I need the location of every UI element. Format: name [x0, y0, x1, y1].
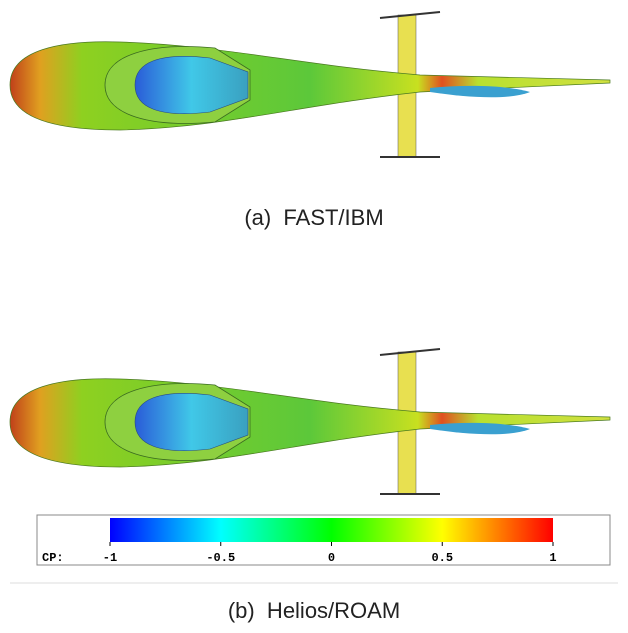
caption: (a) FAST/IBM	[244, 205, 383, 230]
colorbar-tick-label: -1	[103, 551, 117, 565]
colorbar	[110, 518, 553, 542]
helicopter-a	[10, 12, 610, 157]
colorbar-label: CP:	[42, 551, 64, 565]
helicopter-b	[10, 349, 610, 494]
colorbar-tick-label: 1	[549, 551, 556, 565]
colorbar-tick-label: 0	[328, 551, 335, 565]
page: (a) FAST/IBM CP: (b) Helios/ROAM -1 -0.5 0…	[0, 0, 628, 633]
figure: (a) FAST/IBM CP: (b) Helios/ROAM -1 -0.5 0…	[0, 0, 628, 633]
colorbar-tick-label: -0.5	[206, 551, 235, 565]
caption: (b) Helios/ROAM	[228, 598, 400, 623]
colorbar-tick-label: 0.5	[431, 551, 453, 565]
